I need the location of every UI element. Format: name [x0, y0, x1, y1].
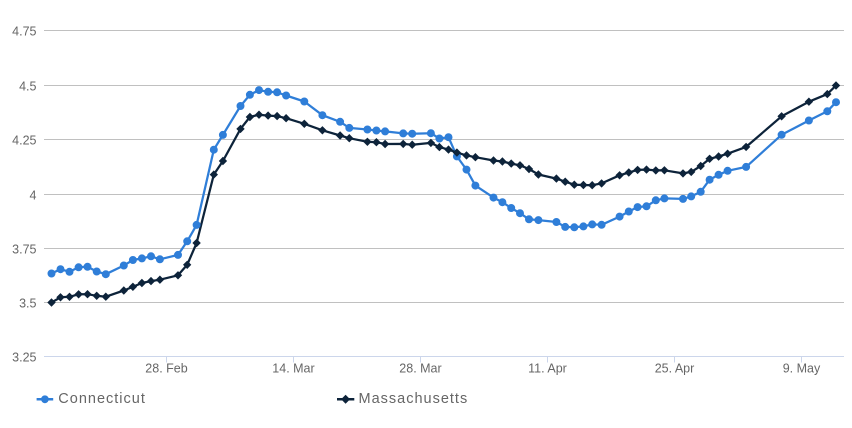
- svg-text:14. Mar: 14. Mar: [272, 361, 314, 375]
- svg-text:25. Apr: 25. Apr: [655, 361, 695, 375]
- svg-text:28. Feb: 28. Feb: [145, 361, 187, 375]
- svg-text:3.5: 3.5: [19, 297, 36, 311]
- svg-text:Massachusetts: Massachusetts: [359, 391, 469, 407]
- svg-text:3.25: 3.25: [12, 351, 36, 365]
- svg-text:9. May: 9. May: [783, 361, 821, 375]
- svg-text:4: 4: [30, 189, 37, 203]
- svg-text:3.75: 3.75: [12, 243, 36, 257]
- svg-text:4.75: 4.75: [12, 25, 36, 39]
- svg-text:4.25: 4.25: [12, 134, 36, 148]
- svg-text:11. Apr: 11. Apr: [528, 361, 567, 375]
- svg-text:4.5: 4.5: [19, 80, 36, 94]
- svg-text:28. Mar: 28. Mar: [399, 361, 441, 375]
- svg-text:Connecticut: Connecticut: [58, 391, 146, 407]
